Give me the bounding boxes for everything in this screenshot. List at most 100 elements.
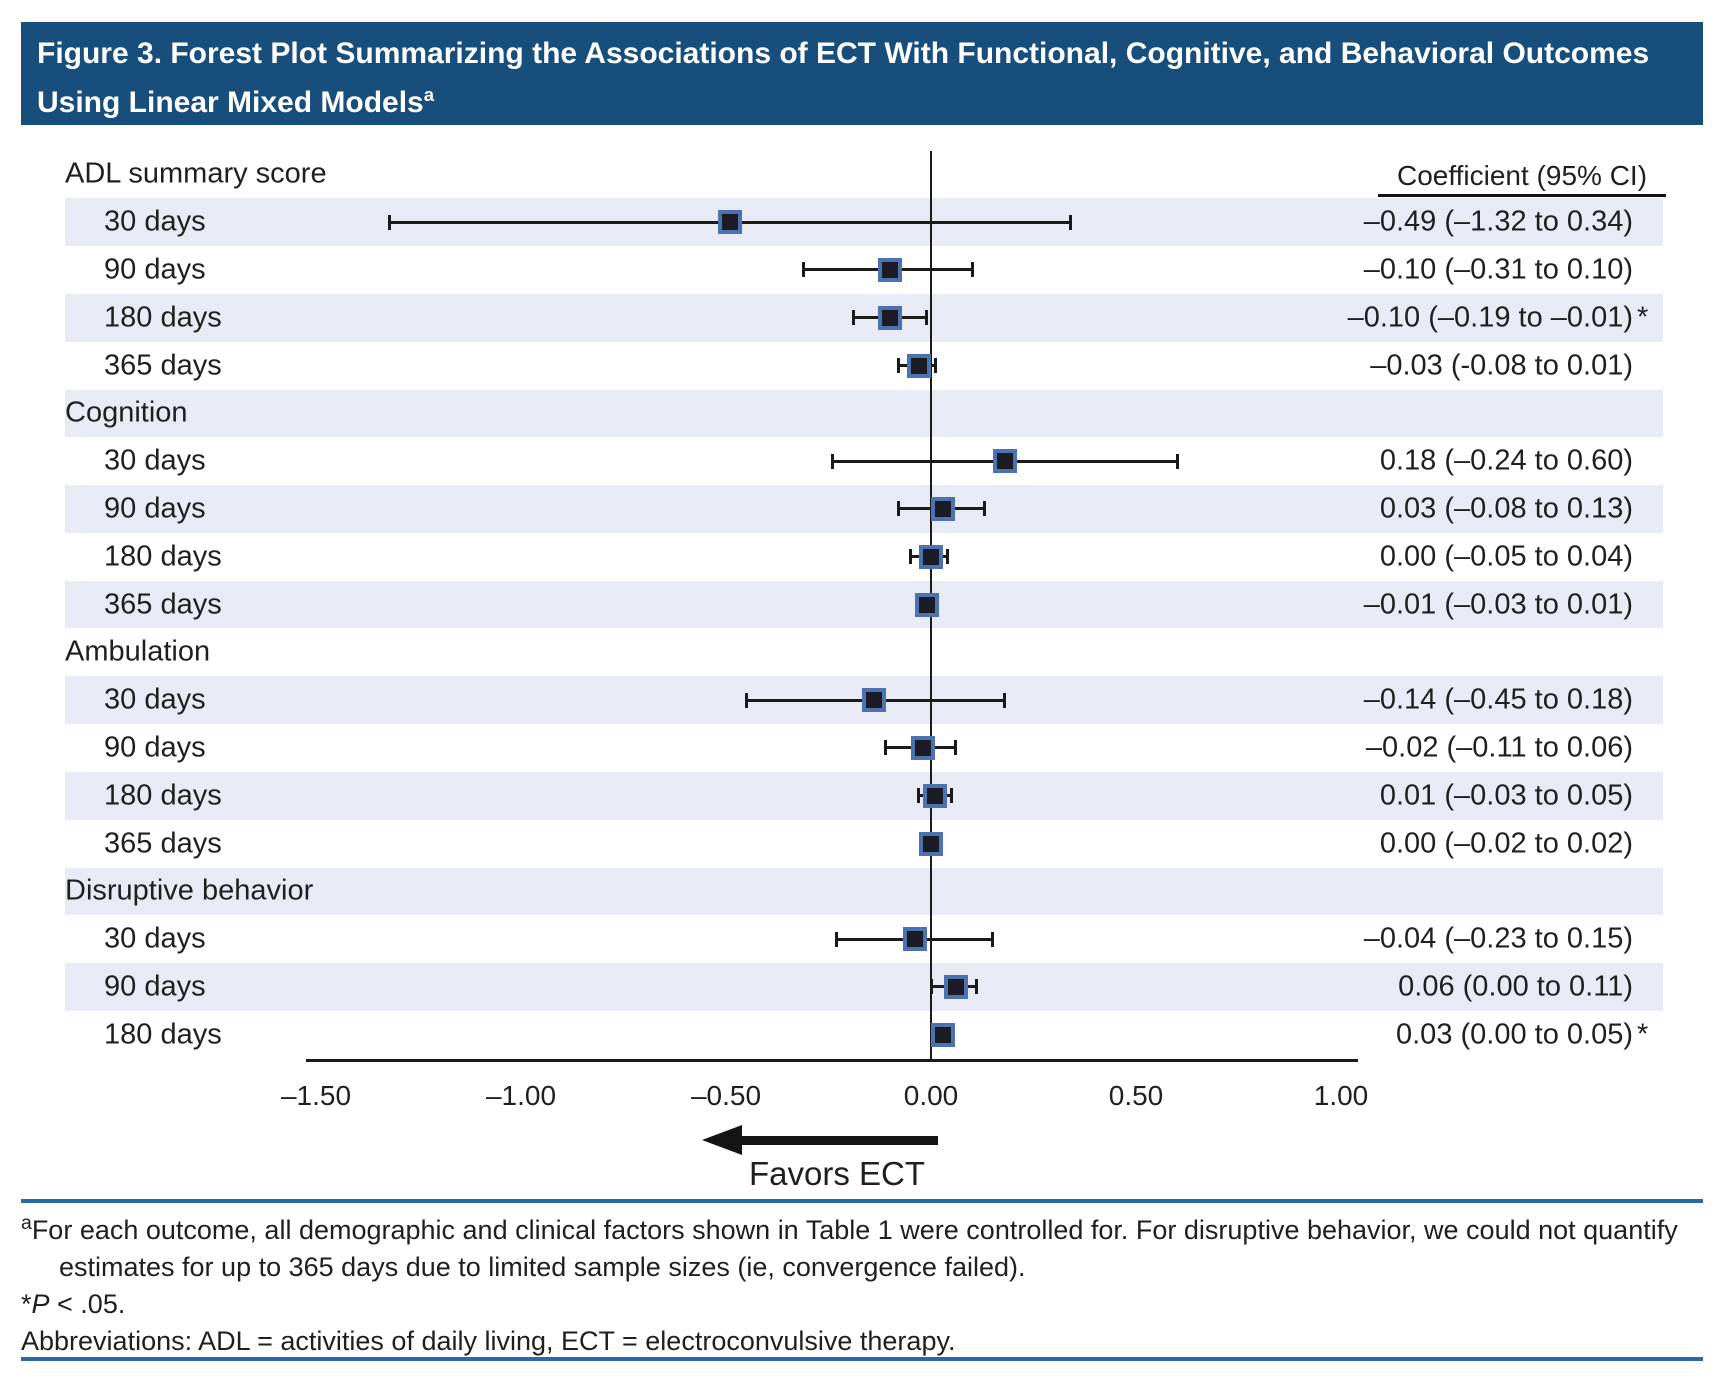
coefficient-value: –0.14 (–0.45 to 0.18) [1363, 683, 1633, 716]
footnote-top-separator [21, 1199, 1703, 1203]
point-marker [914, 592, 939, 617]
point-marker [878, 305, 902, 330]
group-label: ADL summary score [65, 157, 327, 190]
point-marker [919, 544, 943, 569]
forest-row: 90 days 0.06 (0.00 to 0.11) [65, 963, 1663, 1011]
forest-row: 30 days –0.49 (–1.32 to 0.34) [65, 198, 1663, 246]
footnote-abbreviations: Abbreviations: ADL = activities of daily… [21, 1326, 956, 1356]
forest-row: 90 days –0.02 (–0.11 to 0.06) [65, 724, 1663, 772]
forest-row: 90 days 0.03 (–0.08 to 0.13) [65, 485, 1663, 533]
group-label: Ambulation [65, 635, 211, 668]
ci-endcap [954, 740, 958, 756]
point-marker [931, 496, 956, 521]
row-label: 90 days [104, 492, 206, 525]
ci-endcap [1175, 453, 1179, 469]
ci-endcap [970, 262, 974, 278]
footnote-a-text: For each outcome, all demographic and cl… [31, 1215, 1678, 1282]
coefficient-header-underline [1378, 194, 1666, 197]
figure-bottom-separator [21, 1357, 1703, 1361]
x-tick-label: –0.50 [690, 1080, 762, 1111]
coefficient-value: 0.01 (–0.03 to 0.05) [1379, 779, 1633, 812]
ci-endcap [851, 310, 855, 326]
row-label: 365 days [104, 588, 222, 621]
point-marker [910, 735, 935, 760]
row-stripe [65, 963, 1663, 1011]
coefficient-column-header: Coefficient (95% CI) [1396, 160, 1648, 191]
ci-endcap [884, 740, 888, 756]
coefficient-value: 0.03 (–0.08 to 0.13) [1379, 492, 1633, 525]
point-marker [878, 257, 902, 282]
row-label: 180 days [104, 779, 222, 812]
forest-row: 180 days 0.03 (0.00 to 0.05) * [65, 1011, 1663, 1059]
forest-row: 30 days –0.04 (–0.23 to 0.15) [65, 915, 1663, 963]
x-tick-label: 1.00 [1313, 1080, 1369, 1111]
favors-ect-arrow-head-icon [702, 1125, 742, 1155]
favors-ect-label: Favors ECT [748, 1155, 926, 1192]
point-marker [902, 927, 927, 952]
figure-title: Figure 3. Forest Plot Summarizing the As… [37, 37, 1650, 119]
coefficient-value: 0.18 (–0.24 to 0.60) [1379, 444, 1633, 477]
group-header-row: ADL summary score [65, 151, 1663, 199]
footnote-significance: *P < .05. [21, 1286, 1681, 1323]
forest-row: 365 days 0.00 (–0.02 to 0.02) [65, 820, 1663, 868]
row-label: 30 days [104, 205, 206, 238]
point-marker [943, 974, 968, 999]
ci-endcap [925, 310, 929, 326]
coefficient-value: –0.03 (-0.08 to 0.01) [1370, 349, 1633, 382]
group-label: Disruptive behavior [65, 874, 314, 907]
significance-asterisk: * [1637, 301, 1649, 334]
ci-endcap [950, 788, 953, 804]
point-marker [923, 783, 948, 808]
coefficient-value: 0.00 (–0.02 to 0.02) [1379, 827, 1633, 860]
footnote-a-marker: a [21, 1212, 32, 1234]
coefficient-value: 0.06 (0.00 to 0.11) [1398, 970, 1633, 1003]
row-stripe [65, 389, 1663, 438]
point-marker [861, 688, 886, 713]
significance-rest: < .05. [49, 1289, 126, 1319]
x-tick-label: 0.50 [1108, 1080, 1164, 1111]
forest-row: 90 days –0.10 (–0.31 to 0.10) [65, 246, 1663, 294]
figure-title-superscript: a [423, 84, 435, 105]
ci-endcap [982, 501, 986, 517]
forest-row: 180 days –0.10 (–0.19 to –0.01) * [65, 294, 1663, 342]
forest-row: 30 days –0.14 (–0.45 to 0.18) [65, 676, 1663, 724]
row-stripe [65, 580, 1663, 629]
significance-p: P [31, 1289, 50, 1319]
point-marker [718, 210, 743, 235]
coefficient-value: –0.02 (–0.11 to 0.06) [1365, 731, 1633, 764]
row-label: 90 days [104, 253, 206, 286]
forest-row: 180 days 0.01 (–0.03 to 0.05) [65, 772, 1663, 820]
ci-endcap [896, 501, 900, 517]
favors-ect-arrow [740, 1136, 938, 1145]
row-label: 30 days [104, 683, 206, 716]
ci-endcap [388, 214, 392, 230]
footnote-a: aFor each outcome, all demographic and c… [21, 1205, 1681, 1286]
x-tick-label: –1.00 [485, 1080, 557, 1111]
ci-endcap [896, 358, 900, 374]
group-header-row: Disruptive behavior [65, 868, 1663, 916]
point-marker [906, 353, 931, 378]
row-stripe [65, 771, 1663, 820]
row-stripe [65, 485, 1663, 533]
ci-endcap [917, 788, 921, 804]
ci-endcap [831, 453, 835, 469]
ci-endcap [933, 358, 937, 374]
ci-endcap [1068, 214, 1072, 230]
forest-row: 365 days –0.01 (–0.03 to 0.01) [65, 581, 1663, 629]
coefficient-value: 0.00 (–0.05 to 0.04) [1379, 540, 1633, 573]
row-label: 365 days [104, 349, 222, 382]
footnote-block: aFor each outcome, all demographic and c… [21, 1205, 1681, 1360]
row-label: 90 days [104, 970, 206, 1003]
significance-symbol: * [21, 1289, 32, 1319]
forest-row: 365 days –0.03 (-0.08 to 0.01) [65, 342, 1663, 390]
row-label: 90 days [104, 731, 206, 764]
row-label: 180 days [104, 301, 222, 334]
coefficient-value: 0.03 (0.00 to 0.05) [1396, 1018, 1633, 1051]
coefficient-value: –0.49 (–1.32 to 0.34) [1363, 205, 1633, 238]
row-label: 180 days [104, 1018, 222, 1051]
x-axis-line [306, 1059, 1358, 1062]
figure-title-bar: Figure 3. Forest Plot Summarizing the As… [21, 22, 1703, 125]
point-marker [919, 831, 943, 856]
ci-endcap [974, 979, 978, 995]
ci-endcap [991, 931, 994, 947]
